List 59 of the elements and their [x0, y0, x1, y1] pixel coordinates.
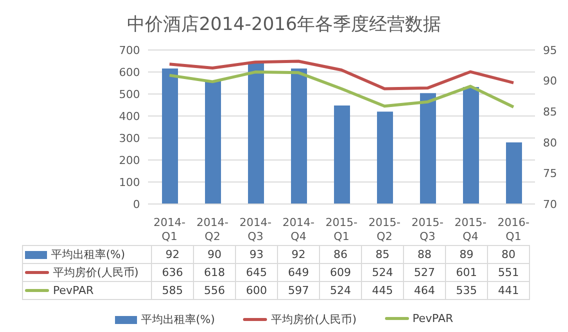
- x-tick-label: 2015-Q2: [368, 216, 401, 243]
- data-label: 88: [404, 246, 446, 264]
- data-label: 618: [194, 264, 236, 282]
- data-label: 556: [194, 282, 236, 300]
- text: 平均房价(人民币): [270, 313, 356, 326]
- y2-tick-label: 80: [543, 136, 557, 150]
- line-series: [168, 60, 515, 90]
- data-label: 86: [320, 246, 362, 264]
- data-label: 464: [404, 282, 446, 300]
- data-label: 609: [320, 264, 362, 282]
- x-tick-label: 2015-Q1: [326, 216, 358, 243]
- legend-label: PevPAR: [22, 282, 152, 300]
- data-label: 636: [152, 264, 194, 282]
- x-tick-label: 2014-Q3: [240, 216, 272, 243]
- y-tick-label: 500: [119, 88, 140, 101]
- y2-tick-label: 70: [543, 198, 557, 211]
- data-label: 527: [404, 264, 446, 282]
- y2-tick-label: 75: [543, 167, 557, 180]
- x-tick-label: 2014-Q1: [154, 216, 186, 243]
- data-label: 524: [362, 264, 404, 282]
- x-tick-label: 2014-Q4: [282, 216, 315, 243]
- data-label: 445: [362, 282, 404, 300]
- y-tick-label: 0: [133, 198, 140, 211]
- data-label: 92: [278, 246, 320, 264]
- data-label: 524: [320, 282, 362, 300]
- chart-title: 中价酒店2014-2016年各季度经营数据: [126, 13, 442, 37]
- data-label: 649: [278, 264, 320, 282]
- y-tick-label: 300: [119, 132, 140, 145]
- y-tick-label: 700: [119, 44, 140, 57]
- data-label: 597: [278, 282, 320, 300]
- y-tick-label: 200: [119, 154, 140, 167]
- data-label: 535: [446, 282, 488, 300]
- line-series: [168, 70, 515, 108]
- data-label: 89: [446, 246, 488, 264]
- data-label: 645: [236, 264, 278, 282]
- y-tick-label: 400: [119, 110, 140, 123]
- data-label: 441: [488, 282, 530, 300]
- text: PevPAR: [412, 312, 454, 325]
- data-label: 80: [488, 246, 530, 264]
- y2-tick-label: 90: [543, 74, 557, 88]
- y-tick-label: 100: [119, 176, 140, 189]
- data-label: 85: [362, 246, 404, 264]
- data-label: 90: [194, 246, 236, 264]
- x-tick-label: 2016-Q1: [498, 216, 530, 243]
- legend-label: 平均房价(人民币): [22, 264, 152, 282]
- legend-label: 平均出租率(%): [22, 246, 152, 264]
- data-label: 551: [488, 264, 530, 282]
- y2-tick-label: 95: [543, 44, 557, 57]
- x-tick-label: 2014-Q2: [196, 216, 229, 243]
- data-label: 600: [236, 282, 278, 300]
- y-tick-label: 600: [119, 66, 140, 79]
- data-label: 585: [152, 282, 194, 300]
- y2-tick-label: 85: [543, 106, 557, 119]
- x-tick-label: 2015-Q4: [454, 216, 487, 243]
- x-tick-label: 2015-Q3: [412, 216, 444, 243]
- text: 平均出租率(%): [140, 313, 215, 326]
- data-label: 93: [236, 246, 278, 264]
- data-label: 601: [446, 264, 488, 282]
- data-label: 92: [152, 246, 194, 264]
